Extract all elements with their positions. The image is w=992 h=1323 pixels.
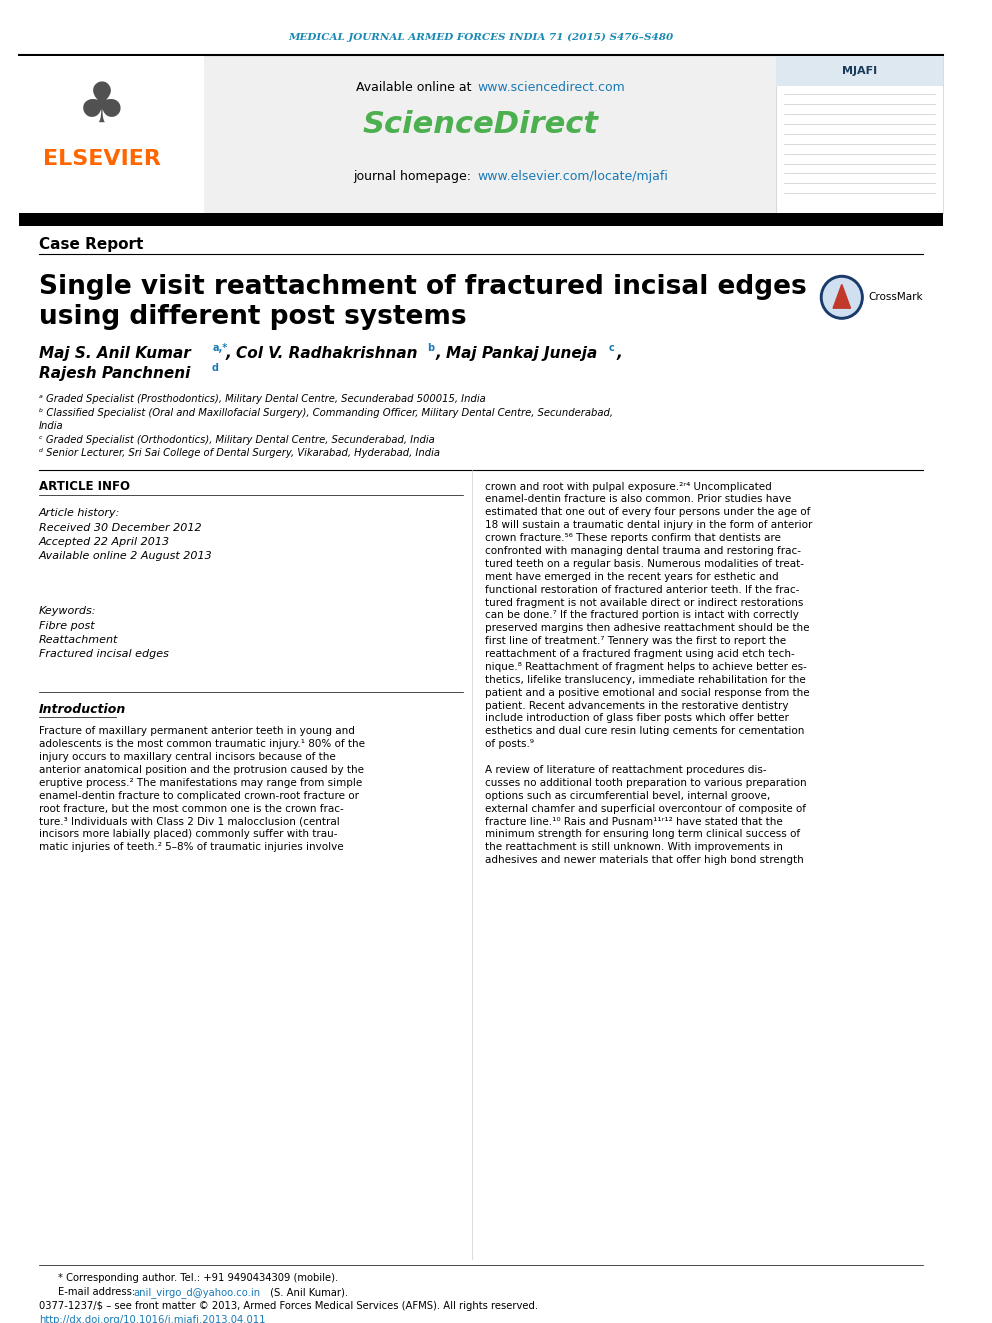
Text: a,*: a,* <box>212 343 227 353</box>
FancyBboxPatch shape <box>776 57 942 213</box>
Text: fracture line.¹⁰ Rais and Pusnam¹¹ʳ¹² have stated that the: fracture line.¹⁰ Rais and Pusnam¹¹ʳ¹² ha… <box>485 816 783 827</box>
Text: matic injuries of teeth.² 5–8% of traumatic injuries involve: matic injuries of teeth.² 5–8% of trauma… <box>39 843 343 852</box>
Text: Reattachment: Reattachment <box>39 635 118 646</box>
Text: Fibre post: Fibre post <box>39 622 94 631</box>
Text: enamel-dentin fracture is also common. Prior studies have: enamel-dentin fracture is also common. P… <box>485 495 792 504</box>
Text: b: b <box>427 343 434 353</box>
Text: using different post systems: using different post systems <box>39 304 466 331</box>
FancyBboxPatch shape <box>20 57 942 213</box>
Text: d: d <box>211 363 218 373</box>
Text: estimated that one out of every four persons under the age of: estimated that one out of every four per… <box>485 507 810 517</box>
Text: cusses no additional tooth preparation to various preparation: cusses no additional tooth preparation t… <box>485 778 806 789</box>
Text: can be done.⁷ If the fractured portion is intact with correctly: can be done.⁷ If the fractured portion i… <box>485 610 799 620</box>
Text: minimum strength for ensuring long term clinical success of: minimum strength for ensuring long term … <box>485 830 800 839</box>
Text: nique.⁸ Reattachment of fragment helps to achieve better es-: nique.⁸ Reattachment of fragment helps t… <box>485 662 806 672</box>
Text: ᵇ Classified Specialist (Oral and Maxillofacial Surgery), Commanding Officer, Mi: ᵇ Classified Specialist (Oral and Maxill… <box>39 407 613 418</box>
Text: anterior anatomical position and the protrusion caused by the: anterior anatomical position and the pro… <box>39 765 364 775</box>
Text: MEDICAL JOURNAL ARMED FORCES INDIA 71 (2015) S476–S480: MEDICAL JOURNAL ARMED FORCES INDIA 71 (2… <box>289 33 674 42</box>
Text: first line of treatment.⁷ Tennery was the first to report the: first line of treatment.⁷ Tennery was th… <box>485 636 786 646</box>
Text: ᵈ Senior Lecturer, Sri Sai College of Dental Surgery, Vikarabad, Hyderabad, Indi: ᵈ Senior Lecturer, Sri Sai College of De… <box>39 448 439 458</box>
Text: enamel-dentin fracture to complicated crown-root fracture or: enamel-dentin fracture to complicated cr… <box>39 791 359 800</box>
Text: ment have emerged in the recent years for esthetic and: ment have emerged in the recent years fo… <box>485 572 779 582</box>
FancyBboxPatch shape <box>776 57 942 86</box>
Text: MJAFI: MJAFI <box>841 66 877 77</box>
Text: , Col V. Radhakrishnan: , Col V. Radhakrishnan <box>226 347 419 361</box>
Text: external chamfer and superficial overcontour of composite of: external chamfer and superficial overcon… <box>485 803 806 814</box>
Text: 0377-1237/$ – see front matter © 2013, Armed Forces Medical Services (AFMS). All: 0377-1237/$ – see front matter © 2013, A… <box>39 1301 538 1311</box>
Text: incisors more labially placed) commonly suffer with trau-: incisors more labially placed) commonly … <box>39 830 337 839</box>
FancyBboxPatch shape <box>20 213 942 226</box>
Text: adolescents is the most common traumatic injury.¹ 80% of the: adolescents is the most common traumatic… <box>39 740 365 749</box>
Text: Fractured incisal edges: Fractured incisal edges <box>39 650 169 659</box>
Circle shape <box>820 275 863 319</box>
Polygon shape <box>833 284 850 308</box>
Text: adhesives and newer materials that offer high bond strength: adhesives and newer materials that offer… <box>485 855 804 865</box>
Text: functional restoration of fractured anterior teeth. If the frac-: functional restoration of fractured ante… <box>485 585 800 594</box>
Text: patient. Recent advancements in the restorative dentistry: patient. Recent advancements in the rest… <box>485 701 789 710</box>
Text: tured fragment is not available direct or indirect restorations: tured fragment is not available direct o… <box>485 598 804 607</box>
Text: (S. Anil Kumar).: (S. Anil Kumar). <box>267 1287 348 1298</box>
Text: crown fracture.⁵⁶ These reports confirm that dentists are: crown fracture.⁵⁶ These reports confirm … <box>485 533 781 544</box>
Text: Available online at: Available online at <box>356 81 475 94</box>
Text: http://dx.doi.org/10.1016/j.mjafi.2013.04.011: http://dx.doi.org/10.1016/j.mjafi.2013.0… <box>39 1315 265 1323</box>
Text: tured teeth on a regular basis. Numerous modalities of treat-: tured teeth on a regular basis. Numerous… <box>485 558 804 569</box>
Text: Case Report: Case Report <box>39 237 143 253</box>
Text: Available online 2 August 2013: Available online 2 August 2013 <box>39 550 212 561</box>
Text: Maj S. Anil Kumar: Maj S. Anil Kumar <box>39 347 190 361</box>
FancyBboxPatch shape <box>20 57 203 213</box>
Text: esthetics and dual cure resin luting cements for cementation: esthetics and dual cure resin luting cem… <box>485 726 805 737</box>
Text: thetics, lifelike translucency, immediate rehabilitation for the: thetics, lifelike translucency, immediat… <box>485 675 806 685</box>
Text: injury occurs to maxillary central incisors because of the: injury occurs to maxillary central incis… <box>39 751 335 762</box>
Text: Introduction: Introduction <box>39 703 126 716</box>
Text: , Maj Pankaj Juneja: , Maj Pankaj Juneja <box>435 347 598 361</box>
Text: www.sciencedirect.com: www.sciencedirect.com <box>477 81 625 94</box>
Text: crown and root with pulpal exposure.²ʳ⁴ Uncomplicated: crown and root with pulpal exposure.²ʳ⁴ … <box>485 482 772 492</box>
Text: Single visit reattachment of fractured incisal edges: Single visit reattachment of fractured i… <box>39 274 806 300</box>
Text: anil_virgo_d@yahoo.co.in: anil_virgo_d@yahoo.co.in <box>134 1287 261 1298</box>
Text: patient and a positive emotional and social response from the: patient and a positive emotional and soc… <box>485 688 809 697</box>
Text: CrossMark: CrossMark <box>868 292 923 302</box>
Text: the reattachment is still unknown. With improvements in: the reattachment is still unknown. With … <box>485 843 783 852</box>
Circle shape <box>823 278 860 316</box>
Text: root fracture, but the most common one is the crown frac-: root fracture, but the most common one i… <box>39 803 343 814</box>
Text: Fracture of maxillary permanent anterior teeth in young and: Fracture of maxillary permanent anterior… <box>39 726 355 737</box>
Text: Rajesh Panchneni: Rajesh Panchneni <box>39 366 190 381</box>
Text: c: c <box>609 343 615 353</box>
Text: India: India <box>39 421 63 431</box>
Text: ARTICLE INFO: ARTICLE INFO <box>39 480 130 493</box>
Text: Received 30 December 2012: Received 30 December 2012 <box>39 523 201 533</box>
Text: journal homepage:: journal homepage: <box>353 169 475 183</box>
Text: reattachment of a fractured fragment using acid etch tech-: reattachment of a fractured fragment usi… <box>485 650 795 659</box>
Text: E-mail address:: E-mail address: <box>59 1287 139 1298</box>
Text: Article history:: Article history: <box>39 508 120 519</box>
Text: 18 will sustain a traumatic dental injury in the form of anterior: 18 will sustain a traumatic dental injur… <box>485 520 812 531</box>
Text: of posts.⁹: of posts.⁹ <box>485 740 534 749</box>
Text: options such as circumferential bevel, internal groove,: options such as circumferential bevel, i… <box>485 791 770 800</box>
Text: ᵃ Graded Specialist (Prosthodontics), Military Dental Centre, Secunderabad 50001: ᵃ Graded Specialist (Prosthodontics), Mi… <box>39 394 485 405</box>
Text: eruptive process.² The manifestations may range from simple: eruptive process.² The manifestations ma… <box>39 778 362 789</box>
Text: ♣: ♣ <box>77 79 127 134</box>
Text: ,: , <box>617 347 623 361</box>
Text: ELSEVIER: ELSEVIER <box>43 148 161 168</box>
Text: ᶜ Graded Specialist (Orthodontics), Military Dental Centre, Secunderabad, India: ᶜ Graded Specialist (Orthodontics), Mili… <box>39 434 434 445</box>
Text: A review of literature of reattachment procedures dis-: A review of literature of reattachment p… <box>485 765 767 775</box>
Text: preserved margins then adhesive reattachment should be the: preserved margins then adhesive reattach… <box>485 623 809 634</box>
Text: Keywords:: Keywords: <box>39 606 96 617</box>
Text: confronted with managing dental trauma and restoring frac-: confronted with managing dental trauma a… <box>485 546 801 556</box>
Text: Accepted 22 April 2013: Accepted 22 April 2013 <box>39 537 170 548</box>
Text: * Corresponding author. Tel.: +91 9490434309 (mobile).: * Corresponding author. Tel.: +91 949043… <box>59 1273 338 1283</box>
Text: include introduction of glass fiber posts which offer better: include introduction of glass fiber post… <box>485 713 789 724</box>
Text: ScienceDirect: ScienceDirect <box>363 110 599 139</box>
Text: www.elsevier.com/locate/mjafi: www.elsevier.com/locate/mjafi <box>477 169 668 183</box>
Text: ture.³ Individuals with Class 2 Div 1 malocclusion (central: ture.³ Individuals with Class 2 Div 1 ma… <box>39 816 339 827</box>
